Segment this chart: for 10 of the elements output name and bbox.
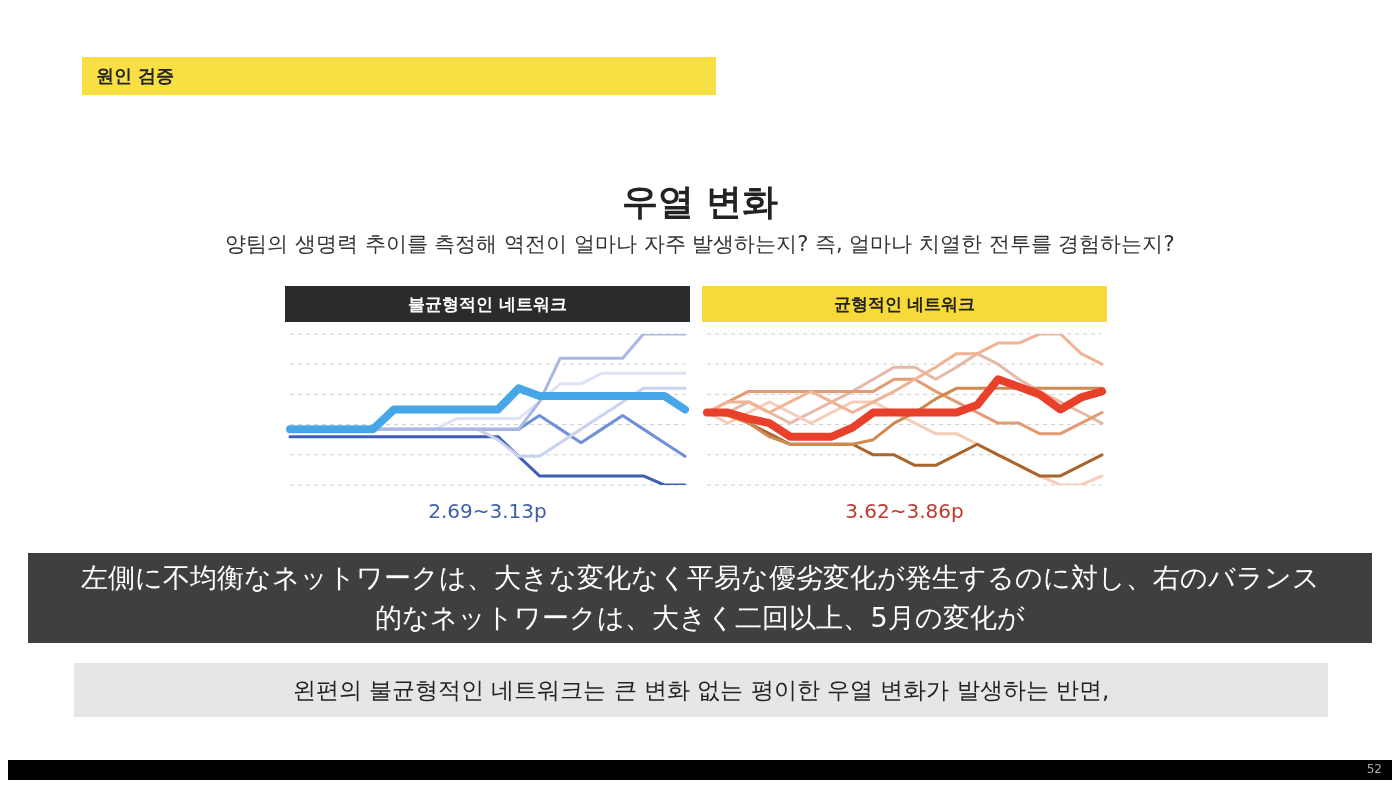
chart-title: 불균형적인 네트워크: [285, 286, 690, 322]
text: 3.62~3.86p: [844, 499, 965, 523]
text: 52: [1366, 762, 1382, 776]
text: 원인 검증: [82, 57, 716, 95]
text: 2.69~3.13p: [427, 499, 548, 523]
text: 左側に不均衡なネットワークは、大きな変化なく平易な優劣変化が発生するのに対し、右のバランス的なネットワークは、大きく二回以上、5月の変化が: [28, 553, 1372, 643]
text: 우열 변화: [620, 180, 780, 224]
chart-title: 균형적인 네트워크: [702, 286, 1107, 322]
text: 양팀의 생명력 추이를 측정해 역전이 얼마나 자주 발생하는지? 즉, 얼마나 치열한 전투를 경험하는지?: [224, 231, 1176, 258]
text: 왼편의 불균형적인 네트워크는 큰 변화 없는 평이한 우열 변화가 발생하는 반면,: [74, 663, 1328, 717]
